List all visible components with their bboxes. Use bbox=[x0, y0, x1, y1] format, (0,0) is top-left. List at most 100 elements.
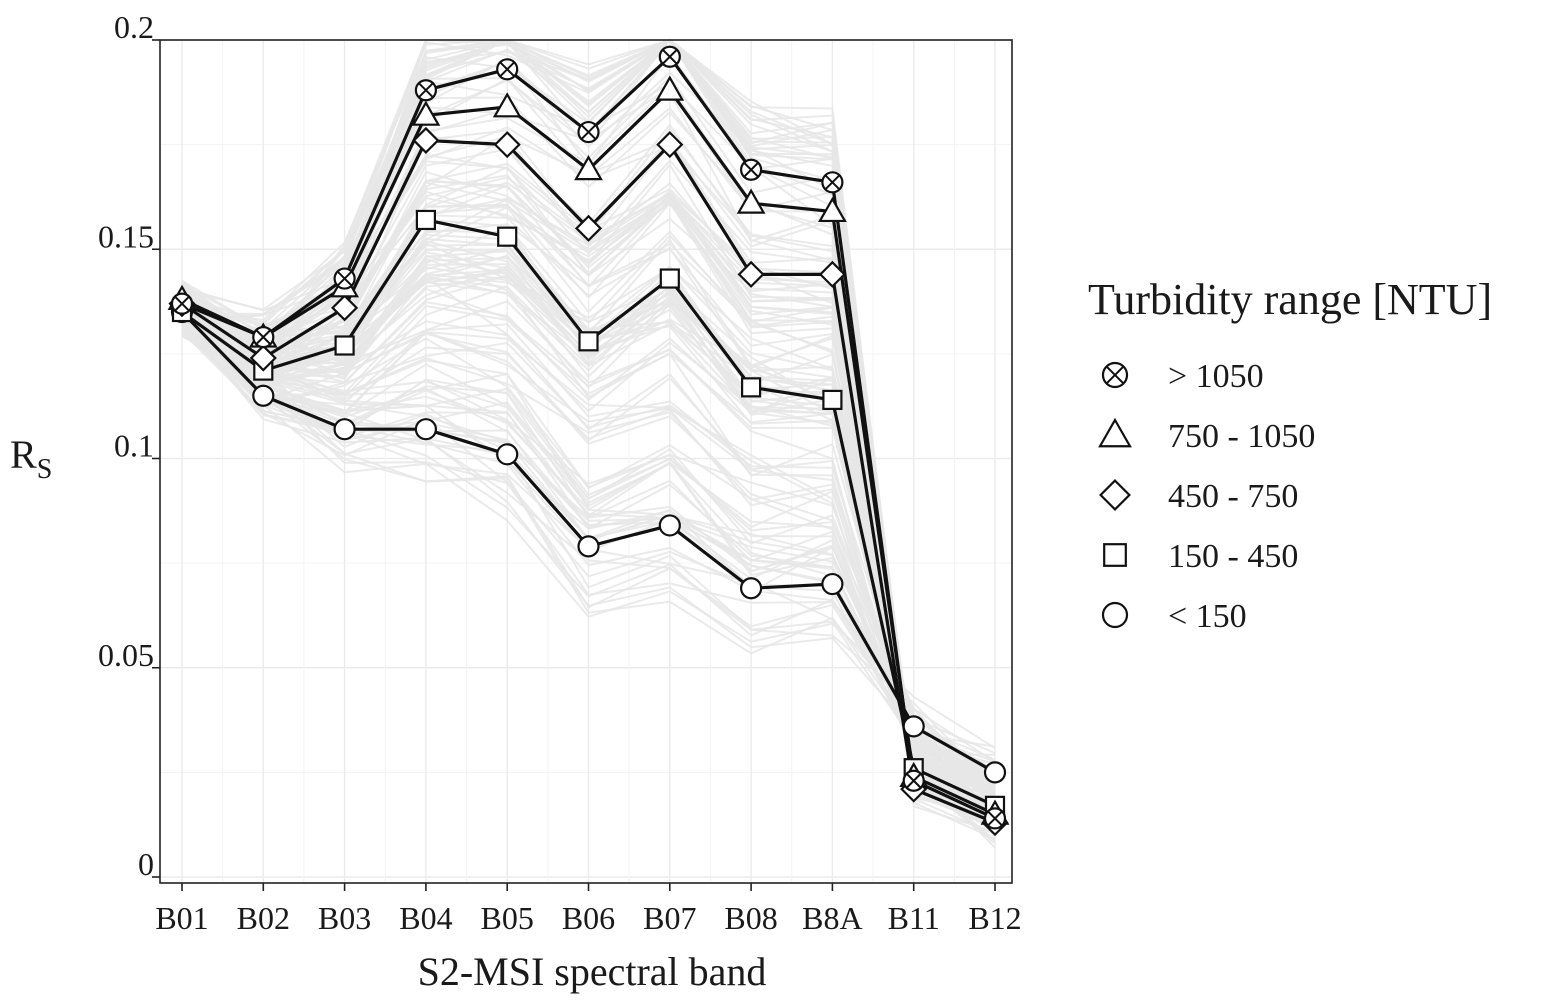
data-point-marker bbox=[658, 45, 681, 68]
legend-label: 750 - 1050 bbox=[1168, 418, 1315, 455]
background-spectrum-line bbox=[181, 323, 996, 807]
legend-marker bbox=[1099, 479, 1131, 511]
x-tick-label: B02 bbox=[237, 900, 290, 936]
marker-cross bbox=[174, 295, 190, 312]
data-point-marker bbox=[414, 79, 437, 102]
legend-item: 150 - 450 bbox=[1103, 538, 1298, 575]
data-point-marker bbox=[415, 209, 436, 231]
marker-cross bbox=[418, 82, 434, 98]
legend-label: < 150 bbox=[1168, 598, 1247, 635]
background-spectrum-line bbox=[181, 233, 996, 799]
data-point-marker bbox=[411, 100, 441, 126]
plot-frame bbox=[159, 39, 1013, 884]
data-point-marker bbox=[497, 226, 518, 247]
data-point-marker bbox=[658, 514, 681, 537]
y-axis-title: RS bbox=[10, 432, 52, 485]
data-point-marker bbox=[496, 443, 519, 466]
background-spectrum-line bbox=[181, 313, 996, 749]
marker-cross bbox=[336, 270, 353, 287]
x-tick-label: B12 bbox=[968, 900, 1021, 936]
marker-cross bbox=[987, 810, 1003, 827]
background-spectrum-line bbox=[181, 289, 996, 802]
background-spectrum-line bbox=[181, 321, 996, 748]
data-point-marker bbox=[656, 131, 684, 159]
legend-title: Turbidity range [NTU] bbox=[1088, 275, 1492, 324]
marker-cross bbox=[824, 174, 841, 190]
marker-cross bbox=[255, 329, 272, 345]
data-point-marker bbox=[821, 171, 844, 194]
data-point-marker bbox=[577, 535, 600, 558]
y-tick-label: 0 bbox=[138, 846, 154, 882]
data-point-marker bbox=[252, 384, 275, 407]
marker-cross bbox=[662, 49, 678, 65]
data-point-marker bbox=[655, 75, 685, 101]
legend-item: < 150 bbox=[1101, 598, 1247, 635]
background-spectrum-line bbox=[181, 38, 996, 812]
data-point-marker bbox=[739, 577, 763, 600]
background-spectrum-line bbox=[181, 327, 996, 783]
legend-item: 450 - 750 bbox=[1099, 478, 1298, 515]
data-point-marker bbox=[252, 326, 275, 349]
background-spectrum-line bbox=[181, 310, 996, 775]
axis-layer: 0 0.05 0.1 0.15 0.2 B01 B02 B03 B04 B05 B06 B07 B08 B… bbox=[10, 9, 1022, 994]
data-point-marker bbox=[983, 807, 1007, 830]
data-point-marker bbox=[333, 267, 356, 290]
marker-cross bbox=[499, 61, 515, 78]
legend-label: 450 - 750 bbox=[1168, 478, 1298, 515]
x-tick-label: B11 bbox=[888, 900, 940, 936]
data-point-marker bbox=[249, 344, 277, 372]
x-tick-label: B01 bbox=[155, 900, 208, 936]
data-point-marker bbox=[331, 294, 359, 322]
x-tick-label: B04 bbox=[399, 900, 452, 936]
x-axis-title: S2-MSI spectral band bbox=[418, 949, 767, 994]
background-spectrum-line bbox=[181, 288, 996, 764]
data-point-marker bbox=[578, 331, 599, 352]
legend-marker bbox=[1101, 361, 1129, 389]
data-point-marker bbox=[496, 58, 519, 81]
data-point-marker bbox=[822, 389, 843, 411]
y-tick-label: 0.15 bbox=[98, 218, 154, 254]
data-point-marker bbox=[659, 268, 680, 289]
x-tick-label: B03 bbox=[318, 900, 371, 936]
data-point-marker bbox=[414, 418, 437, 441]
x-tick-label: B08 bbox=[724, 900, 777, 936]
data-point-marker bbox=[736, 188, 766, 214]
legend-item: > 1050 bbox=[1101, 358, 1264, 395]
background-spectrum-line bbox=[181, 295, 996, 781]
data-point-marker bbox=[574, 155, 603, 181]
data-point-marker bbox=[333, 418, 356, 441]
marker-cross bbox=[905, 773, 922, 789]
y-tick-label: 0.2 bbox=[114, 9, 154, 45]
marker-cross bbox=[1105, 365, 1125, 385]
legend-marker bbox=[1101, 601, 1129, 629]
data-point-marker bbox=[170, 292, 194, 315]
background-spectrum-line bbox=[181, 313, 996, 803]
data-point-marker bbox=[902, 715, 925, 738]
background-spectrum-line bbox=[181, 179, 996, 829]
legend-marker bbox=[1098, 417, 1132, 448]
data-point-marker bbox=[737, 260, 765, 288]
data-point-marker bbox=[821, 572, 844, 596]
legend: Turbidity range [NTU] > 1050 750 - 1050 450… bbox=[1088, 275, 1492, 635]
legend-label: > 1050 bbox=[1168, 358, 1264, 395]
marker-cross bbox=[580, 124, 597, 140]
data-point-marker bbox=[577, 120, 600, 144]
series-layer bbox=[167, 45, 1010, 837]
data-point-marker bbox=[902, 769, 925, 792]
background-spectrum-line bbox=[181, 299, 996, 783]
background-spectrum-line bbox=[181, 285, 996, 774]
background-spectrum-line bbox=[181, 334, 996, 796]
x-tick-label: B06 bbox=[562, 900, 615, 936]
legend-label: 150 - 450 bbox=[1168, 538, 1298, 575]
y-tick-label: 0.05 bbox=[98, 637, 154, 673]
data-point-marker bbox=[740, 377, 762, 398]
x-tick-label: B05 bbox=[481, 900, 534, 936]
data-point-marker bbox=[334, 335, 355, 356]
background-spectrum-line bbox=[181, 320, 996, 791]
data-point-marker bbox=[493, 131, 521, 159]
marker-cross bbox=[743, 162, 759, 178]
data-point-marker bbox=[818, 260, 846, 288]
legend-marker bbox=[1103, 543, 1127, 567]
background-spectrum-line bbox=[181, 296, 996, 794]
